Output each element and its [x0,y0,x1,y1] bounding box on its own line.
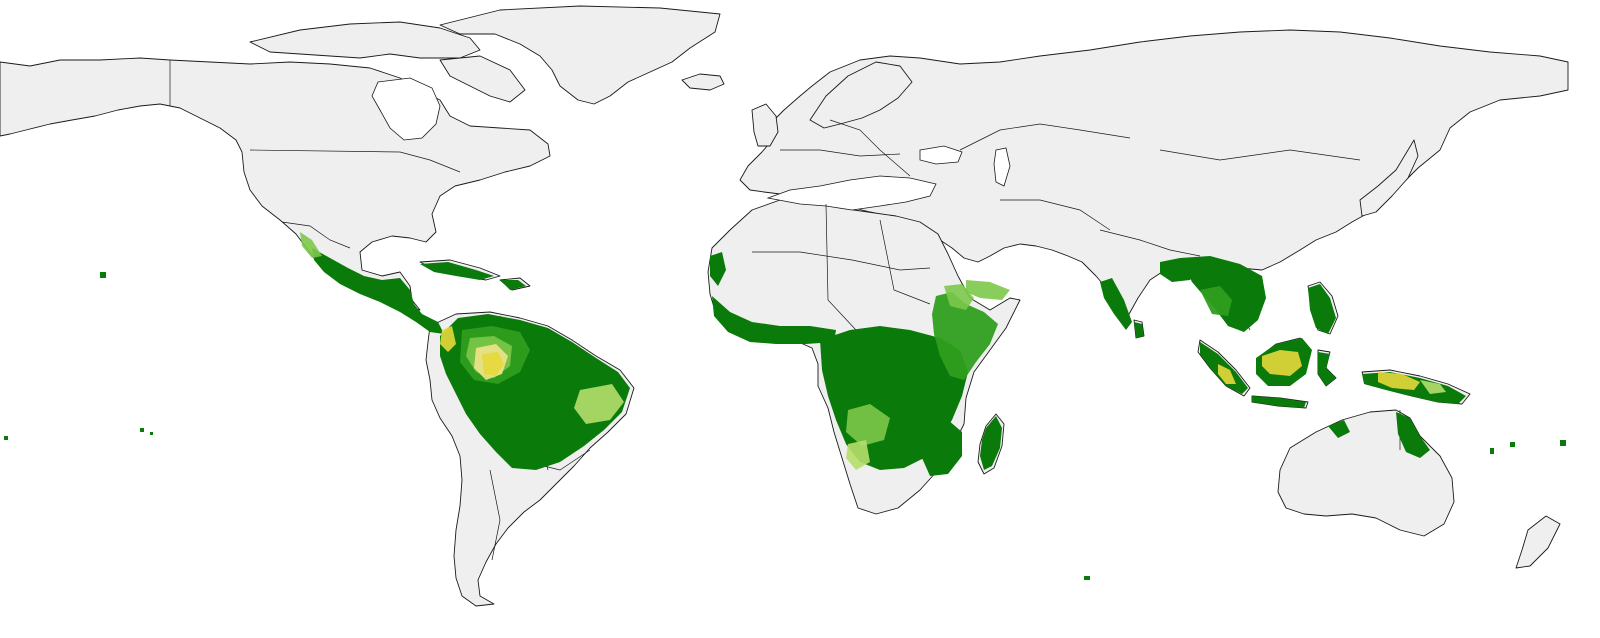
region-mexico-light [300,232,322,258]
border-europe-2 [829,119,911,177]
region-hispaniola [500,280,526,290]
landmass-greenland [439,5,721,105]
region-senegal [710,252,726,286]
region-sumatra-yellow [1218,364,1236,384]
landmass-british-isles [751,103,779,147]
black-sea [919,145,963,165]
region-india-west-coast [1100,278,1132,330]
border-mongolia-china [1159,149,1361,161]
region-new-guinea-light [1420,380,1446,394]
border-usa-canada [249,149,461,173]
border-middle-east [1000,199,1111,231]
landmass-baffin-island [439,55,526,103]
hudson-bay [371,77,441,141]
region-colombia-yellow [482,352,504,376]
region-northern-australia [1396,412,1430,458]
region-sulawesi [1318,352,1336,386]
data-overlay [4,232,1566,580]
border-sahara [752,251,931,271]
border-europe-1 [780,149,901,157]
region-angola-light [846,440,870,470]
mediterranean-sea [766,175,937,211]
region-west-africa-coast [712,296,836,344]
region-sri-lanka [1134,322,1144,338]
region-caribbean [420,262,494,280]
region-central-africa-light [846,404,890,446]
border-chile-argentina [489,469,501,561]
region-philippines [1308,284,1336,334]
region-java [1252,396,1306,408]
border-egypt-sudan [879,219,931,305]
region-yemen [966,280,1010,300]
landmass-iceland [681,73,725,91]
border-algeria-libya [825,203,857,331]
border-russia-south [959,123,1131,151]
region-amazon-east-light [574,384,624,424]
region-ecuador-yellow [440,326,456,352]
landmass-japan [1359,139,1419,217]
region-madagascar [980,416,1002,470]
caspian-sea [993,147,1011,187]
region-arnhem [1328,420,1350,438]
border-himalaya [1099,229,1201,257]
region-new-guinea-yellow [1378,372,1420,390]
region-mozambique [922,420,962,476]
region-central-america [312,248,444,334]
region-thailand-mid [1200,286,1232,316]
landmass-new-zealand [1515,515,1561,569]
region-east-africa [932,292,998,380]
region-borneo-yellow [1262,350,1302,376]
landmass-scandinavia [809,61,913,129]
border-usa-mexico [281,221,351,249]
